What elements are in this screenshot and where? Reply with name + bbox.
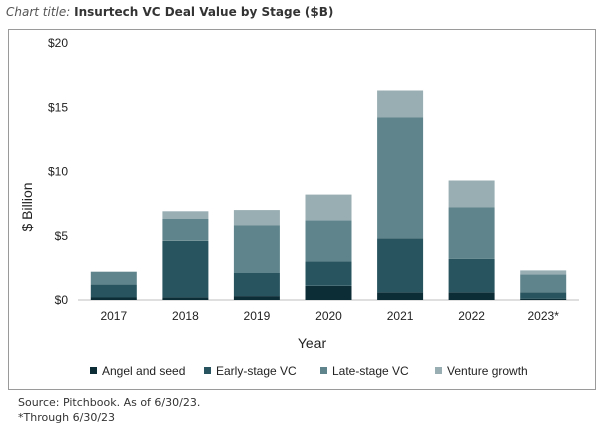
x-tick-label: 2022 <box>458 309 485 323</box>
y-tick-label: $0 <box>55 293 69 307</box>
chart-title-line: Chart title: Insurtech VC Deal Value by … <box>6 5 333 19</box>
x-tick-label: 2018 <box>172 309 199 323</box>
bar-segment-2018-s1 <box>162 240 209 298</box>
bar-segment-2022-s2 <box>448 207 495 259</box>
bar-segment-2023-s0 <box>520 298 567 300</box>
bar-segment-2020-s3 <box>305 194 352 221</box>
bar-segment-2022-s3 <box>448 180 495 208</box>
legend-swatch <box>90 367 97 374</box>
bar-segment-2020-s2 <box>305 220 352 262</box>
source-note: Source: Pitchbook. As of 6/30/23. *Throu… <box>18 395 200 425</box>
legend-label: Venture growth <box>447 364 528 378</box>
x-tick-label: 2020 <box>315 309 342 323</box>
chart-frame <box>8 29 596 390</box>
bar-segment-2020-s1 <box>305 261 352 286</box>
bar-segment-2021-s3 <box>377 90 424 118</box>
bar-segment-2017-s0 <box>90 297 137 300</box>
bar-segment-2023-s1 <box>520 292 567 299</box>
bar-segment-2018-s3 <box>162 211 209 219</box>
footnote-text: *Through 6/30/23 <box>18 411 116 424</box>
bar-segment-2022-s1 <box>448 258 495 293</box>
bar-segment-2019-s1 <box>233 273 280 297</box>
x-tick-label: 2021 <box>387 309 414 323</box>
bar-segment-2019-s2 <box>233 225 280 273</box>
bar-segment-2020-s0 <box>305 285 352 300</box>
bar-segment-2022-s0 <box>448 292 495 300</box>
source-text: Source: Pitchbook. As of 6/30/23. <box>18 396 201 409</box>
bar-segment-2019-s3 <box>233 210 280 226</box>
bar-segment-2021-s1 <box>377 238 424 293</box>
bar-segment-2018-s0 <box>162 297 209 300</box>
x-tick-label: 2019 <box>244 309 271 323</box>
legend-swatch <box>204 367 211 374</box>
bar-segment-2018-s2 <box>162 219 209 241</box>
bar-segment-2021-s2 <box>377 117 424 239</box>
legend-swatch <box>320 367 327 374</box>
bar-segment-2023-s2 <box>520 274 567 293</box>
legend-label: Late-stage VC <box>332 364 409 378</box>
legend-label: Angel and seed <box>102 364 185 378</box>
x-tick-label: 2023* <box>528 309 560 323</box>
legend-swatch <box>435 367 442 374</box>
x-axis-title: Year <box>298 335 327 351</box>
chart-title: Insurtech VC Deal Value by Stage ($B) <box>74 5 334 19</box>
y-tick-labels: $0 $5 $10 $15 $20 <box>48 36 68 307</box>
y-tick-label: $15 <box>48 100 68 114</box>
chart-title-prefix: Chart title: <box>6 5 71 19</box>
bar-segment-2019-s0 <box>233 296 280 300</box>
bar-segment-2017-s2 <box>90 271 137 285</box>
y-tick-label: $10 <box>48 165 68 179</box>
y-tick-label: $20 <box>48 36 68 50</box>
bar-segment-2021-s0 <box>377 292 424 300</box>
y-axis-title: $ Billion <box>19 182 35 231</box>
legend: Angel and seed Early-stage VC Late-stage V… <box>90 364 528 378</box>
bar-segment-2023-s3 <box>520 270 567 275</box>
legend-label: Early-stage VC <box>216 364 297 378</box>
y-tick-label: $5 <box>55 229 69 243</box>
bar-segment-2017-s1 <box>90 284 137 298</box>
x-tick-label: 2017 <box>100 309 127 323</box>
bars-group <box>90 90 567 300</box>
x-tick-labels: 2017 2018 2019 2020 2021 2022 2023* <box>100 309 559 323</box>
